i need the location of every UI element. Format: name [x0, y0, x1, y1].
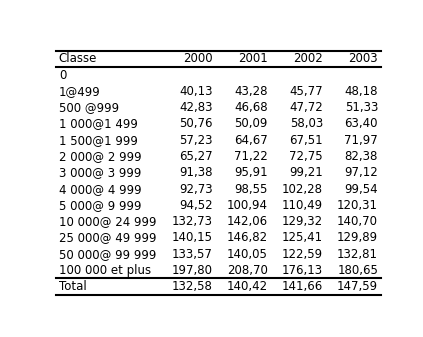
Text: 133,57: 133,57 — [172, 248, 213, 261]
Text: 50 000@ 99 999: 50 000@ 99 999 — [59, 248, 156, 261]
Text: 2001: 2001 — [238, 53, 268, 65]
Text: 1 500@1 999: 1 500@1 999 — [59, 134, 137, 147]
Text: 45,77: 45,77 — [289, 85, 323, 98]
Text: Classe: Classe — [59, 53, 97, 65]
Text: 100 000 et plus: 100 000 et plus — [59, 264, 151, 277]
Text: 122,59: 122,59 — [282, 248, 323, 261]
Text: 43,28: 43,28 — [234, 85, 268, 98]
Text: 125,41: 125,41 — [282, 231, 323, 244]
Text: 140,05: 140,05 — [227, 248, 268, 261]
Text: 2002: 2002 — [293, 53, 323, 65]
Text: 42,83: 42,83 — [179, 101, 213, 114]
Text: 0: 0 — [59, 69, 66, 82]
Text: 102,28: 102,28 — [282, 183, 323, 195]
Text: 176,13: 176,13 — [282, 264, 323, 277]
Text: Total: Total — [59, 280, 87, 293]
Text: 2 000@ 2 999: 2 000@ 2 999 — [59, 150, 141, 163]
Text: 58,03: 58,03 — [290, 118, 323, 130]
Text: 51,33: 51,33 — [345, 101, 378, 114]
Text: 146,82: 146,82 — [227, 231, 268, 244]
Text: 208,70: 208,70 — [227, 264, 268, 277]
Text: 197,80: 197,80 — [172, 264, 213, 277]
Text: 92,73: 92,73 — [179, 183, 213, 195]
Text: 3 000@ 3 999: 3 000@ 3 999 — [59, 166, 141, 179]
Text: 10 000@ 24 999: 10 000@ 24 999 — [59, 215, 156, 228]
Text: 46,68: 46,68 — [234, 101, 268, 114]
Text: 120,31: 120,31 — [337, 199, 378, 212]
Text: 1 000@1 499: 1 000@1 499 — [59, 118, 137, 130]
Text: 142,06: 142,06 — [227, 215, 268, 228]
Text: 1@499: 1@499 — [59, 85, 101, 98]
Text: 67,51: 67,51 — [289, 134, 323, 147]
Text: 110,49: 110,49 — [282, 199, 323, 212]
Text: 132,81: 132,81 — [337, 248, 378, 261]
Text: 64,67: 64,67 — [234, 134, 268, 147]
Text: 140,15: 140,15 — [172, 231, 213, 244]
Text: 50,76: 50,76 — [179, 118, 213, 130]
Text: 129,89: 129,89 — [337, 231, 378, 244]
Text: 72,75: 72,75 — [289, 150, 323, 163]
Text: 95,91: 95,91 — [234, 166, 268, 179]
Text: 180,65: 180,65 — [337, 264, 378, 277]
Text: 132,58: 132,58 — [172, 280, 213, 293]
Text: 129,32: 129,32 — [282, 215, 323, 228]
Text: 40,13: 40,13 — [179, 85, 213, 98]
Text: 48,18: 48,18 — [345, 85, 378, 98]
Text: 140,70: 140,70 — [337, 215, 378, 228]
Text: 50,09: 50,09 — [234, 118, 268, 130]
Text: 25 000@ 49 999: 25 000@ 49 999 — [59, 231, 156, 244]
Text: 71,22: 71,22 — [234, 150, 268, 163]
Text: 94,52: 94,52 — [179, 199, 213, 212]
Text: 500 @999: 500 @999 — [59, 101, 119, 114]
Text: 4 000@ 4 999: 4 000@ 4 999 — [59, 183, 141, 195]
Text: 147,59: 147,59 — [337, 280, 378, 293]
Text: 47,72: 47,72 — [289, 101, 323, 114]
Text: 82,38: 82,38 — [345, 150, 378, 163]
Text: 2003: 2003 — [349, 53, 378, 65]
Text: 71,97: 71,97 — [344, 134, 378, 147]
Text: 100,94: 100,94 — [227, 199, 268, 212]
Text: 98,55: 98,55 — [234, 183, 268, 195]
Text: 63,40: 63,40 — [345, 118, 378, 130]
Text: 91,38: 91,38 — [179, 166, 213, 179]
Text: 57,23: 57,23 — [179, 134, 213, 147]
Text: 99,54: 99,54 — [344, 183, 378, 195]
Text: 65,27: 65,27 — [179, 150, 213, 163]
Text: 99,21: 99,21 — [289, 166, 323, 179]
Text: 97,12: 97,12 — [344, 166, 378, 179]
Text: 5 000@ 9 999: 5 000@ 9 999 — [59, 199, 141, 212]
Text: 132,73: 132,73 — [172, 215, 213, 228]
Text: 141,66: 141,66 — [282, 280, 323, 293]
Text: 2000: 2000 — [183, 53, 213, 65]
Text: 140,42: 140,42 — [227, 280, 268, 293]
